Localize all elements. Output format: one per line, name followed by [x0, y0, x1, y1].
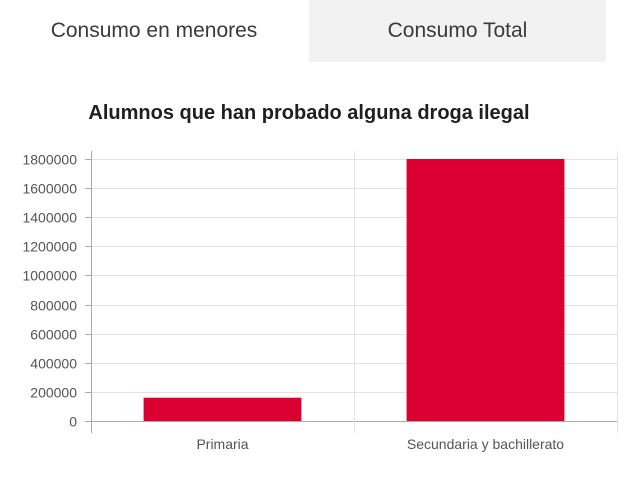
tab-bar: Consumo en menores Consumo Total [0, 0, 624, 62]
y-tick-label: 1000000 [22, 268, 77, 284]
x-tick-label: Primaria [196, 436, 248, 452]
y-tick-label: 1400000 [22, 210, 77, 226]
y-tick-label: 1200000 [22, 239, 77, 255]
tab-consumo-total[interactable]: Consumo Total [309, 0, 606, 62]
y-tick-label: 1600000 [22, 181, 77, 197]
chart-title: Alumnos que han probado alguna droga ile… [88, 102, 530, 124]
bar-primaria [143, 397, 302, 421]
x-tick-label: Secundaria y bachillerato [407, 436, 564, 452]
tab-consumo-en-menores[interactable]: Consumo en menores [0, 0, 308, 62]
y-tick-label: 400000 [30, 356, 77, 372]
bar-secundaria-y-bachillerato [406, 159, 565, 421]
y-tick-label: 1800000 [22, 152, 77, 168]
y-tick-label: 0 [69, 414, 77, 430]
y-tick-label: 800000 [30, 298, 77, 314]
y-tick-label: 200000 [30, 385, 77, 401]
y-tick-label: 600000 [30, 327, 77, 343]
